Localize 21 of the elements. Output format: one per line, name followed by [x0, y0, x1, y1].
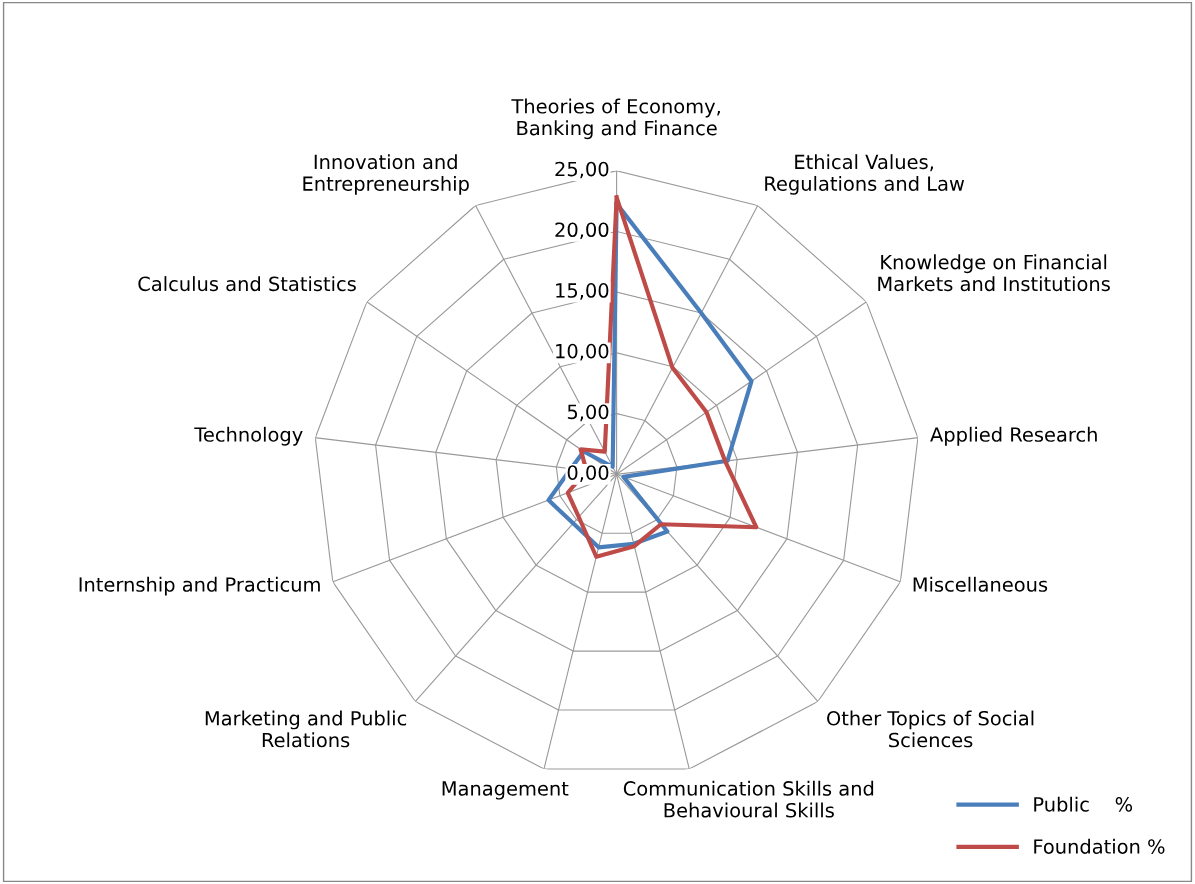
y-tick-label: 5,00: [567, 404, 609, 422]
spoke-label: Communication Skills and Behavioural Skills: [623, 780, 874, 818]
y-tick-label: 0,00: [567, 465, 609, 482]
y-tick-label: 15,00: [556, 283, 609, 300]
spoke-label: Innovation and Entrepreneurship: [303, 154, 469, 195]
spoke-label: Theories of Economy, Banking and Finance: [511, 98, 720, 140]
y-tick-label: 25,00: [555, 161, 609, 179]
spoke-label: Applied Research: [930, 426, 1097, 446]
spoke-label: Other Topics of Social Sciences: [827, 710, 1034, 748]
y-tick-label: 20,00: [555, 222, 609, 240]
spoke-label: Marketing and Public Relations: [205, 710, 407, 748]
legend-label: Public %: [1034, 796, 1133, 812]
spoke-label: Calculus and Statistics: [138, 276, 356, 292]
spoke-label: Technology: [194, 426, 303, 446]
y-tick-label: 10,00: [556, 343, 609, 361]
spoke-label: Management: [442, 781, 569, 800]
legend-label: Foundation %: [1034, 838, 1165, 854]
spoke-label: Miscellaneous: [913, 576, 1048, 592]
spoke-label: Ethical Values, Regulations and Law: [765, 154, 965, 195]
spoke-label: Internship and Practicum: [79, 576, 320, 596]
spoke-label: Knowledge on Financial Markets and Institutions: [878, 254, 1110, 292]
